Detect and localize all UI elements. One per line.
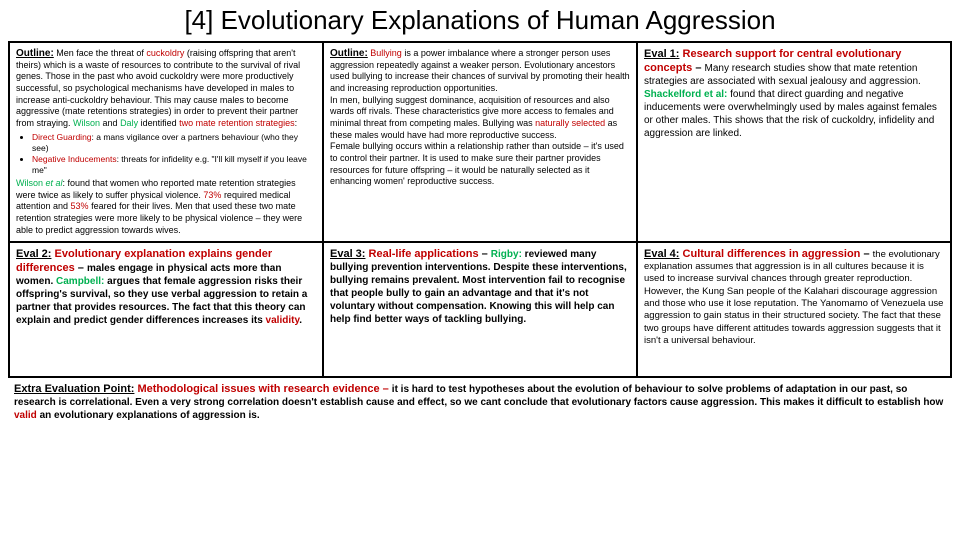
extra-heading: Extra Evaluation Point: (14, 383, 134, 395)
eval-2-heading: Eval 2: (16, 248, 51, 260)
outline-1-73: 73% (203, 190, 221, 200)
eval-4-sub: Cultural differences in aggression – (679, 248, 872, 260)
outline-1-wilson2: Wilson (16, 178, 46, 188)
outline-2-natural: naturally selected (535, 118, 605, 128)
outline-1-text-2: (raising offspring that aren't theirs) w… (16, 48, 300, 128)
outline-1-53: 53% (71, 201, 89, 211)
outline-1-identified: identified (138, 118, 179, 128)
eval-3-heading: Eval 3: (330, 248, 365, 260)
eval-4-heading: Eval 4: (644, 248, 679, 260)
page-title: [4] Evolutionary Explanations of Human A… (8, 4, 952, 37)
eval-3-rigby: Rigby: (491, 249, 522, 260)
outline-2-cell: Outline: Bullying is a power imbalance w… (323, 42, 637, 242)
eval-1-shackelford: Shackelford et al: (644, 89, 727, 100)
eval-2-campbell: Campbell: (56, 276, 104, 287)
outline-1-wilson: Wilson (73, 118, 100, 128)
content-grid: Outline: Men face the threat of cuckoldr… (8, 41, 952, 378)
outline-2-text-4: Female bullying occurs within a relation… (330, 141, 624, 186)
outline-2-bullying: Bullying (370, 48, 402, 58)
extra-body-2: an evolutionary explanations of aggressi… (37, 410, 260, 421)
outline-1-colon: : (295, 118, 298, 128)
eval-4-cell: Eval 4: Cultural differences in aggressi… (637, 242, 951, 377)
extra-evaluation: Extra Evaluation Point: Methodological i… (8, 378, 952, 426)
list-item: Direct Guarding: a mans vigilance over a… (32, 132, 316, 154)
eval-4-body: the evolutionary explanation assumes tha… (644, 249, 943, 346)
outline-1-and: and (100, 118, 120, 128)
eval-1-cell: Eval 1: Research support for central evo… (637, 42, 951, 242)
outline-1-daly: Daly (120, 118, 138, 128)
eval-2-validity: validity (266, 315, 300, 326)
eval-1-heading: Eval 1: (644, 48, 679, 60)
bullet-term-1: Direct Guarding (32, 132, 92, 142)
extra-valid: valid (14, 410, 37, 421)
bullet-term-2: Negative Inducements (32, 154, 117, 164)
outline-1-strategies: two mate retention strategies (179, 118, 295, 128)
outline-1-text-1: Men face the threat of (54, 48, 147, 58)
outline-1-cell: Outline: Men face the threat of cuckoldr… (9, 42, 323, 242)
outline-1-list: Direct Guarding: a mans vigilance over a… (32, 132, 316, 176)
outline-1-cuckoldry: cuckoldry (146, 48, 184, 58)
list-item: Negative Inducements: threats for infide… (32, 154, 316, 176)
outline-1-etal: et al (46, 178, 63, 188)
eval-2-cell: Eval 2: Evolutionary explanation explain… (9, 242, 323, 377)
eval-2-body-3: . (299, 315, 302, 326)
outline-1-heading: Outline: (16, 48, 54, 59)
extra-sub: Methodological issues with research evid… (134, 383, 391, 395)
eval-3-sub: Real-life applications – (365, 248, 490, 260)
outline-2-heading: Outline: (330, 48, 368, 59)
eval-3-cell: Eval 3: Real-life applications – Rigby: … (323, 242, 637, 377)
